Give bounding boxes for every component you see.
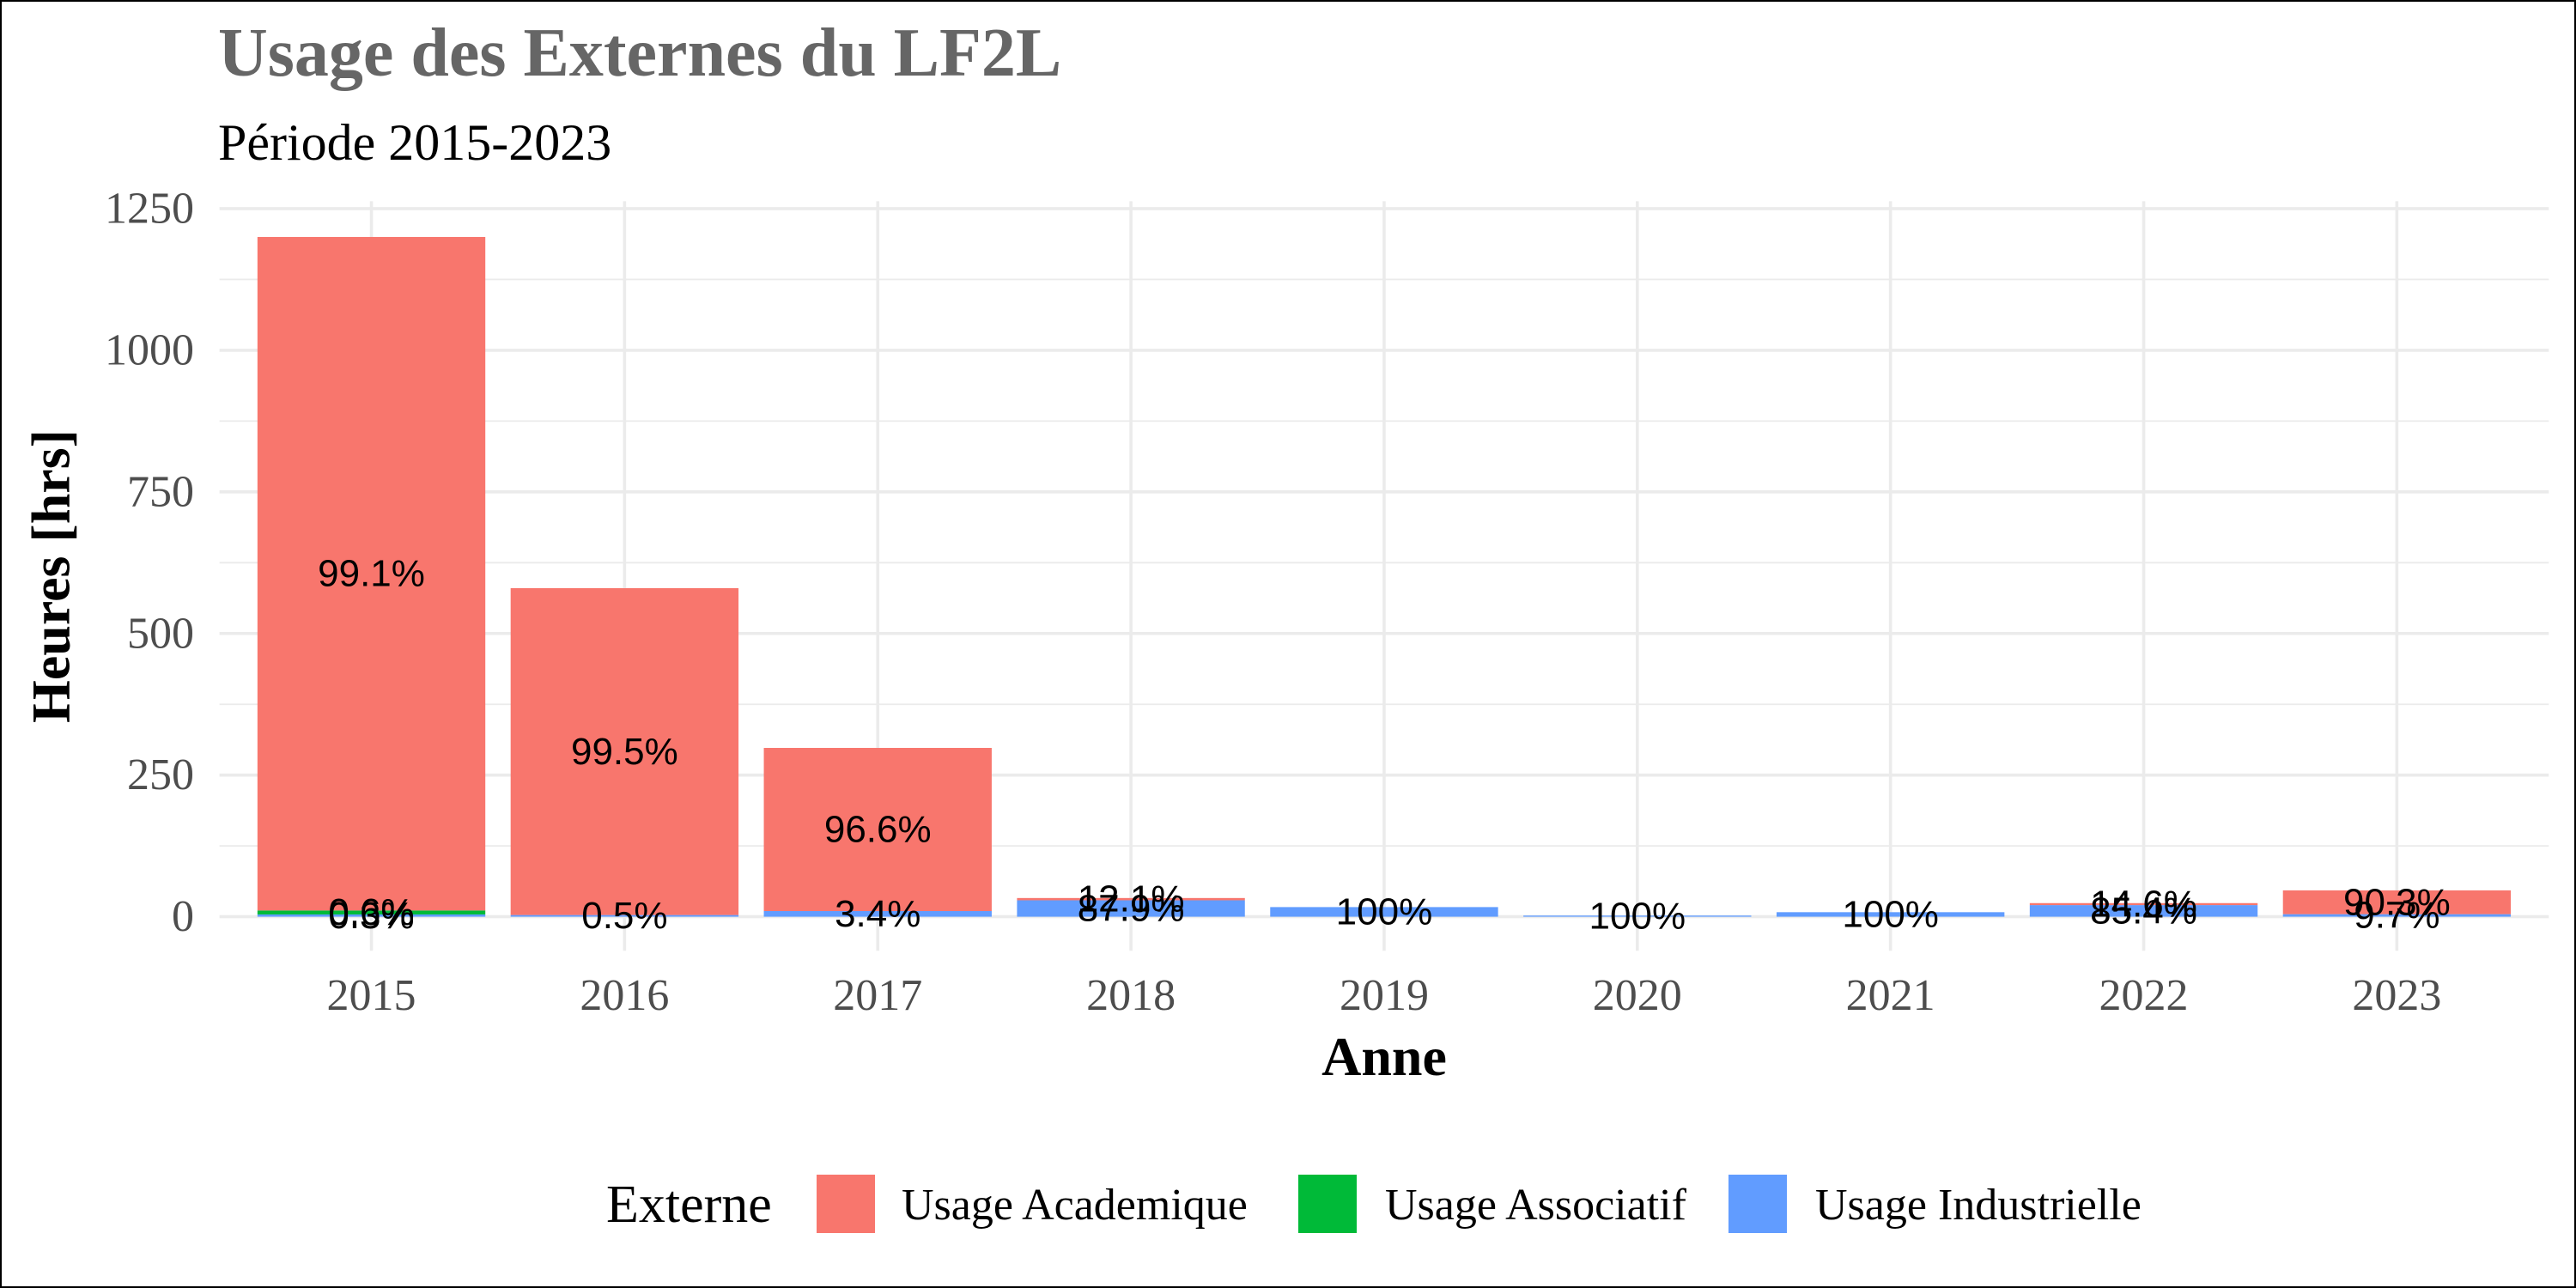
bar-segment — [2282, 890, 2512, 914]
legend-label-usage-associatif: Usage Associatif — [1385, 1181, 1687, 1230]
x-axis-title: Anne — [1321, 1026, 1447, 1087]
legend-key-usage-associatif — [1298, 1175, 1357, 1233]
bar-segment — [1776, 912, 2005, 917]
bar-segment — [257, 236, 486, 911]
x-tick-label: 2018 — [1086, 971, 1176, 1020]
bar-segment — [257, 914, 486, 917]
legend-item-usage-associatif: Usage Associatif — [1298, 1175, 1687, 1233]
bar-percent-label: 0.5% — [581, 895, 667, 937]
bar-segment — [763, 748, 992, 912]
bar-segment — [257, 910, 486, 914]
bar-percent-label: 87.9% — [1078, 888, 1185, 930]
legend-key-usage-industrielle — [1728, 1175, 1787, 1233]
bar-percent-label: 99.1% — [318, 553, 425, 595]
y-tick-label: 1250 — [105, 184, 194, 233]
bar-segment — [1017, 897, 1245, 901]
legend: Externe Usage Academique Usage Associati… — [606, 1175, 2142, 1234]
bars-layer — [257, 236, 2512, 917]
x-tick-label: 2020 — [1593, 971, 1682, 1020]
x-tick-label: 2023 — [2352, 971, 2441, 1020]
y-tick-label: 0 — [172, 892, 194, 941]
bar-segment — [2029, 902, 2258, 906]
y-tick-label: 1000 — [105, 325, 194, 374]
bar-segment — [1523, 915, 1752, 917]
chart-subtitle: Période 2015-2023 — [218, 114, 611, 171]
bar-segment — [2029, 905, 2258, 917]
bar-segment — [1017, 900, 1245, 917]
bar-segment — [510, 914, 739, 917]
legend-label-usage-academique: Usage Academique — [902, 1181, 1248, 1230]
bar-percent-label: 9.7% — [2354, 895, 2439, 937]
bar-percent-label: 99.5% — [571, 731, 678, 773]
legend-key-usage-academique — [817, 1175, 875, 1233]
bar-percent-label: 85.4% — [2090, 890, 2197, 932]
chart-title: Usage des Externes du LF2L — [218, 15, 1061, 91]
bar-percent-label: 14.6% — [2090, 883, 2197, 925]
bar-percent-label: 100% — [1589, 895, 1686, 937]
bar-percent-label: 12.1% — [1078, 878, 1185, 920]
bar-percent-label: 0.6% — [328, 891, 414, 933]
legend-item-usage-industrielle: Usage Industrielle — [1728, 1175, 2142, 1233]
x-tick-label: 2022 — [2099, 971, 2189, 1020]
bar-labels-layer: 99.1% 0.6%0.3% 99.5% 0.5% 96.6% 3.4% 12.1%87.9… — [318, 553, 2451, 938]
legend-title: Externe — [606, 1176, 772, 1234]
bar-segment — [1270, 907, 1498, 917]
y-axis-title: Heures [hrs] — [21, 429, 82, 723]
y-tick-label: 750 — [127, 467, 194, 516]
bar-segment — [510, 587, 739, 915]
bar-percent-label: 90.3% — [2343, 881, 2451, 923]
y-tick-label: 500 — [127, 609, 194, 658]
x-tick-label: 2016 — [580, 971, 669, 1020]
legend-label-usage-industrielle: Usage Industrielle — [1815, 1181, 2142, 1230]
bar-percent-label: 3.4% — [835, 893, 920, 935]
bar-percent-label: 0.3% — [328, 895, 414, 937]
x-axis-tick-labels: 2015 2016 2017 2018 2019 2020 2021 2022 2023 — [327, 971, 2442, 1020]
y-tick-label: 250 — [127, 750, 194, 799]
x-tick-label: 2021 — [1846, 971, 1935, 1020]
x-tick-label: 2017 — [833, 971, 922, 1020]
bar-segment — [763, 911, 992, 917]
bar-percent-label: 100% — [1842, 893, 1939, 935]
bar-percent-label: 100% — [1336, 890, 1433, 933]
bar-segment — [2282, 914, 2512, 917]
bar-percent-label: 96.6% — [824, 809, 932, 851]
legend-item-usage-academique: Usage Academique — [817, 1175, 1248, 1233]
y-axis-tick-labels: 0 250 500 750 1000 1250 — [105, 184, 194, 941]
x-tick-label: 2015 — [327, 971, 416, 1020]
x-tick-label: 2019 — [1340, 971, 1429, 1020]
